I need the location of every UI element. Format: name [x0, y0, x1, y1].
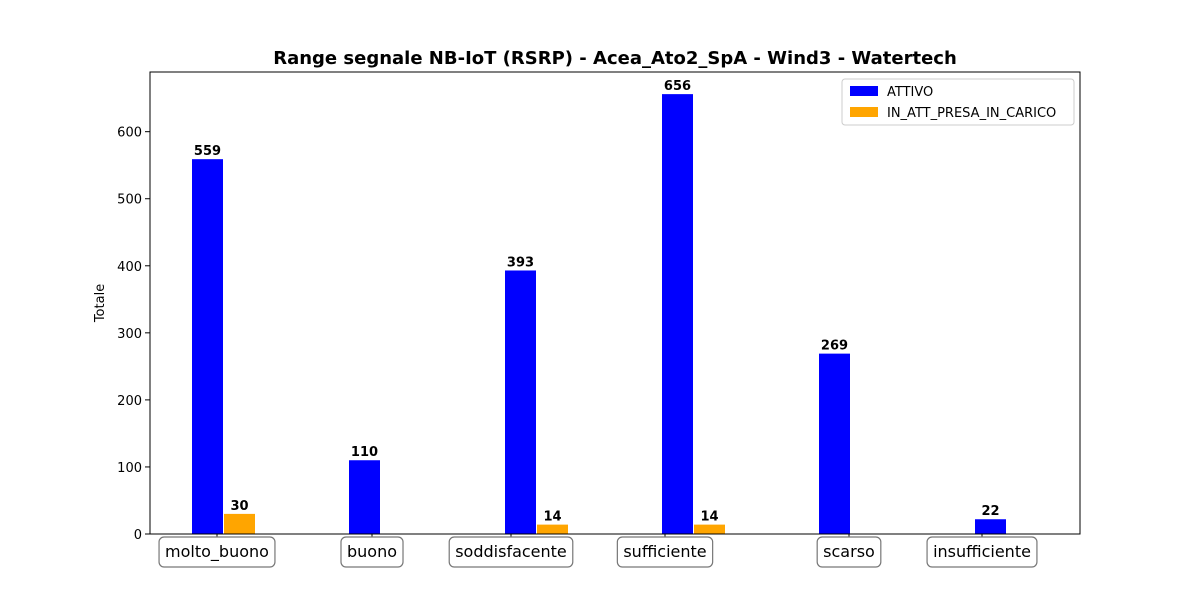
chart-title: Range segnale NB-IoT (RSRP) - Acea_Ato2_… [273, 48, 957, 69]
legend: ATTIVO IN_ATT_PRESA_IN_CARICO [841, 78, 1075, 126]
x-tick-label: insufficiente [933, 542, 1031, 561]
data-label: 559 [194, 144, 221, 159]
category-label-box: insufficiente [926, 536, 1038, 568]
category-label-frame [448, 536, 574, 568]
data-label: 22 [981, 504, 999, 519]
legend-label: IN_ATT_PRESA_IN_CARICO [887, 106, 1056, 121]
category-label-box: soddisfacente [448, 536, 574, 568]
x-tick-label: buono [347, 542, 397, 561]
data-label: 14 [700, 510, 718, 525]
y-tick-label: 400 [117, 260, 142, 275]
category-label-frame [340, 536, 404, 568]
category-label-box: buono [340, 536, 404, 568]
legend-frame [841, 78, 1075, 126]
y-tick-label: 500 [117, 193, 142, 208]
category-label-frame [158, 536, 276, 568]
bar-attivo [975, 519, 1006, 534]
bar-in-att-presa-in-carico [537, 524, 568, 534]
x-tick-label: scarso [823, 542, 875, 561]
category-label-box: scarso [816, 536, 882, 568]
category-label-box: sufficiente [616, 536, 714, 568]
x-tick-label: sufficiente [623, 542, 706, 561]
y-tick-label: 0 [134, 528, 142, 543]
y-tick-label: 100 [117, 461, 142, 476]
y-tick-label: 300 [117, 327, 142, 342]
category-label-frame [616, 536, 714, 568]
bar-attivo [819, 353, 850, 534]
legend-swatch [850, 86, 878, 96]
y-tick-label: 600 [117, 126, 142, 141]
bar-attivo [505, 270, 536, 534]
category-label-frame [926, 536, 1038, 568]
axes-frame [149, 71, 1081, 535]
data-label: 110 [351, 445, 378, 460]
data-label: 656 [664, 79, 691, 94]
plot-area: 0 100 200 300 400 500 600 559 110 393 656 269 22 30 14… [117, 71, 1081, 568]
x-tick-label: soddisfacente [455, 542, 567, 561]
data-label: 30 [230, 499, 248, 514]
data-label: 269 [821, 339, 848, 354]
bar-attivo [662, 94, 693, 535]
data-label: 14 [543, 510, 561, 525]
y-tick-label: 200 [117, 394, 142, 409]
bar-attivo [349, 460, 380, 534]
category-label-frame [816, 536, 882, 568]
category-label-box: molto_buono [158, 536, 276, 568]
data-label: 393 [507, 255, 534, 270]
legend-swatch [850, 107, 878, 117]
legend-label: ATTIVO [887, 85, 933, 100]
bar-in-att-presa-in-carico [224, 513, 255, 534]
y-axis-label: Totale [93, 284, 108, 323]
x-tick-label: molto_buono [165, 542, 269, 562]
bar-attivo [192, 159, 223, 535]
bar-in-att-presa-in-carico [694, 524, 725, 534]
